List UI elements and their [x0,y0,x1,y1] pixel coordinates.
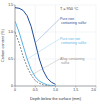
series-label-line: containing sulfur [60,41,87,45]
series-label-line: containing sulfur [60,21,87,25]
x-axis-label: Depth below the surface (mm) [30,97,82,101]
plot-area [15,8,56,86]
grid-line [15,5,16,86]
chart: 0 0.5 1.0 1.5 0 0.5 1.0 1.5 2.0 Depth below the s… [0,0,100,107]
series-label: Pure iron not containing sulfur [60,37,87,45]
tick-label: 1.5 [73,88,78,92]
grid-line [55,5,56,86]
tick-label: 0.5 [33,88,38,92]
grid-line [96,5,97,86]
series-label: Pure iron containing sulfur [60,17,87,25]
tick-label: 0 [14,88,16,92]
tick-label: 2.0 [91,88,96,92]
tick-label: 0.5 [8,57,13,61]
series-line [15,32,56,86]
series-label-line: sulfur [60,61,70,65]
leader-line [27,39,59,59]
y-axis-label: Carbon content (%) [1,28,5,62]
series-label: Alloy containing sulfur [60,57,85,65]
tick-label: 1.0 [8,30,13,34]
y-axis [15,5,16,86]
tick-label: 1.0 [53,88,58,92]
tick-label: 1.5 [8,3,13,7]
series-line [15,21,56,86]
tick-label: 0 [11,84,13,88]
leader-line [35,19,59,43]
annotation: T = 950 °C [60,7,78,11]
grid-line [75,5,76,86]
leader-line [31,59,59,75]
